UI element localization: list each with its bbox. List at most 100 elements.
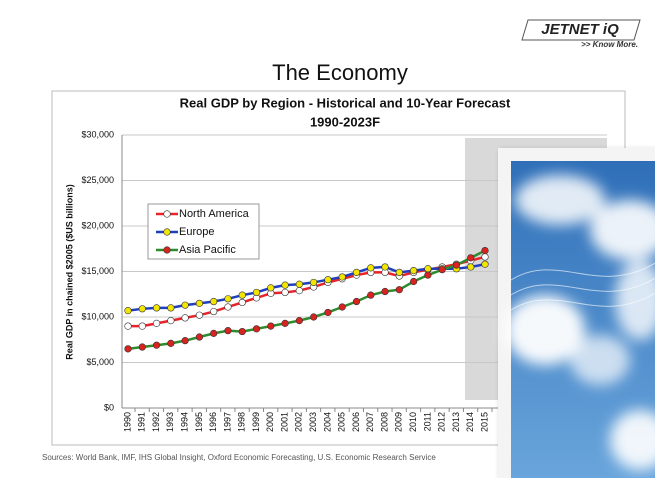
x-tick-label: 1992 [151, 412, 161, 432]
data-point [195, 299, 203, 307]
data-point [238, 291, 246, 299]
data-point [124, 345, 132, 353]
data-point [467, 263, 475, 271]
data-point [324, 276, 332, 284]
x-tick-label: 1997 [222, 412, 232, 432]
data-point [210, 329, 218, 337]
data-point [310, 313, 318, 321]
data-point [281, 281, 289, 289]
tagline: >> Know More. [581, 40, 638, 49]
x-tick-label: 1994 [179, 412, 189, 432]
legend-marker [163, 246, 171, 254]
data-point [138, 343, 146, 351]
data-point [295, 287, 303, 295]
x-tick-label: 2002 [294, 412, 304, 432]
data-point [181, 337, 189, 345]
x-tick-label: 1995 [194, 412, 204, 432]
data-point [352, 297, 361, 306]
x-tick-label: 2007 [365, 412, 375, 432]
source-note: Sources: World Bank, IMF, IHS Global Ins… [42, 453, 436, 462]
x-tick-label: 2005 [337, 412, 347, 432]
x-tick-label: 1991 [137, 412, 147, 432]
data-point [238, 298, 246, 307]
data-point [124, 307, 132, 315]
y-tick-label: $10,000 [81, 311, 114, 321]
data-point [281, 319, 289, 327]
y-axis-title: Real GDP in chained $2005 ($US billions) [64, 184, 74, 359]
x-tick-label: 2001 [279, 412, 289, 432]
data-point [481, 260, 489, 268]
data-point [367, 264, 375, 272]
data-point [410, 277, 418, 286]
data-point [267, 284, 275, 292]
data-point [352, 268, 361, 277]
x-tick-label: 1990 [122, 412, 132, 432]
data-point [167, 339, 175, 347]
chart-subtitle: 1990-2023F [310, 114, 380, 129]
legend-label: Asia Pacific [179, 244, 236, 256]
data-point [210, 307, 218, 316]
data-point [138, 305, 146, 313]
data-point [152, 319, 161, 327]
y-tick-label: $25,000 [81, 175, 114, 185]
data-point [195, 333, 203, 341]
y-tick-label: $5,000 [86, 357, 114, 367]
data-point [410, 266, 418, 275]
x-tick-label: 2000 [265, 412, 275, 432]
data-point [424, 265, 432, 273]
legend-label: North America [179, 208, 250, 220]
data-point [152, 341, 161, 349]
data-point [181, 301, 189, 309]
logo: JETNET iQ >> Know More. [521, 19, 641, 49]
data-point [195, 311, 203, 319]
y-tick-label: $0 [104, 402, 114, 412]
data-point [467, 254, 475, 262]
x-tick-label: 2004 [322, 412, 332, 432]
data-point [367, 291, 375, 299]
data-point [381, 263, 389, 271]
legend-marker [163, 210, 171, 218]
x-tick-label: 1996 [208, 412, 218, 432]
data-point [338, 273, 346, 281]
data-point [281, 288, 289, 297]
data-point [395, 286, 403, 294]
legend-marker [163, 228, 171, 236]
chart-title: Real GDP by Region - Historical and 10-Y… [180, 95, 511, 110]
data-point [324, 308, 332, 317]
data-point [167, 304, 175, 312]
x-tick-label: 2003 [308, 412, 318, 432]
x-tick-label: 2012 [437, 412, 447, 432]
x-tick-label: 2013 [451, 412, 461, 432]
data-point [295, 280, 303, 288]
data-point [338, 303, 346, 311]
data-point [152, 304, 161, 312]
x-tick-label: 2011 [422, 412, 432, 431]
legend-label: Europe [179, 226, 214, 238]
data-point [310, 278, 318, 287]
y-tick-label: $20,000 [81, 220, 114, 230]
legend: North America Europe Asia Pacific [147, 203, 260, 260]
x-tick-label: 2008 [379, 412, 389, 432]
data-point [210, 297, 218, 306]
x-tick-label: 2014 [465, 412, 475, 432]
x-tick-label: 1999 [251, 412, 261, 432]
logo-text: JETNET iQ [541, 21, 619, 38]
data-point [295, 317, 303, 325]
data-point [252, 288, 261, 297]
x-tick-label: 2015 [479, 412, 489, 432]
data-point [424, 271, 432, 279]
data-point [252, 325, 261, 333]
x-tick-label: 1998 [237, 412, 247, 432]
x-tick-label: 2006 [351, 412, 361, 432]
x-tick-label: 1993 [165, 412, 175, 432]
data-point [167, 317, 175, 325]
data-point [138, 322, 146, 330]
x-tick-label: 2009 [394, 412, 404, 432]
y-tick-label: $15,000 [81, 266, 114, 276]
data-point [481, 253, 489, 261]
slide-title: The Economy [272, 60, 408, 85]
data-point [224, 303, 232, 311]
data-point [438, 266, 446, 274]
data-point [238, 327, 246, 336]
